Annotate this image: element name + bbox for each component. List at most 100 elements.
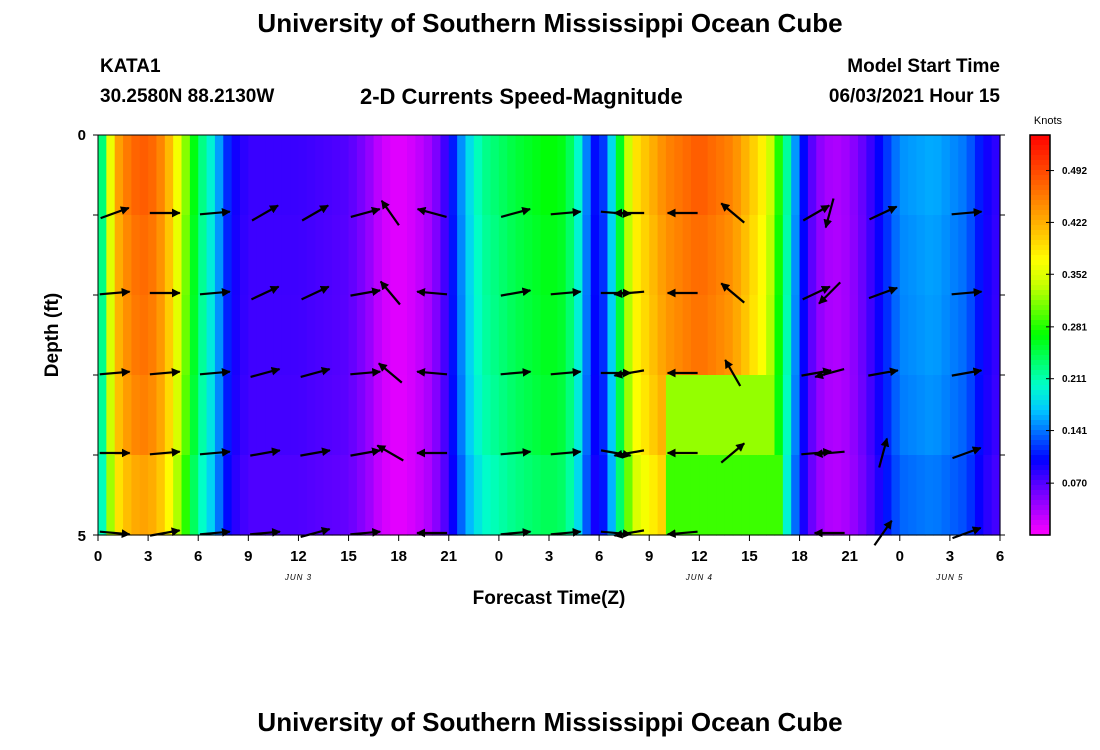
heatmap-cell [908,455,918,536]
heatmap-cell [899,455,909,536]
current-vector [868,286,898,300]
heatmap-cell [498,295,508,376]
heatmap-cell [565,295,575,376]
heatmap-cell [874,215,884,296]
heatmap-cell [557,135,567,216]
heatmap-cell [565,455,575,536]
date-label: JUN 4 [685,573,713,582]
heatmap-cell [924,455,934,536]
heatmap-cell [390,295,400,376]
heatmap-cell [381,455,391,536]
station-id: KATA1 [100,56,161,77]
heatmap-cell [858,215,867,296]
heatmap-cell [766,455,776,536]
heatmap-cell [707,375,717,456]
heatmap-cell [899,295,909,376]
heatmap-cell [574,215,584,296]
current-vector [613,289,645,299]
heatmap-cell [549,455,558,536]
heatmap-cell [507,295,517,376]
heatmap-cell [256,135,266,216]
x-tick-label: 3 [545,548,553,565]
heatmap-cell [206,215,216,296]
heatmap-cell [340,295,350,376]
heatmap-cell [590,295,600,376]
colorbar-tick-label: 0.422 [1062,218,1087,229]
current-vector [350,447,381,457]
heatmap-cell [824,135,834,216]
heatmap-cell [164,295,174,376]
heatmap-cell [582,295,592,376]
heatmap-cell [340,455,350,536]
heatmap-cell [98,375,107,456]
heatmap-cell [599,135,609,216]
heatmap-cell [657,375,667,456]
colorbar-segment [1030,365,1050,371]
heatmap-cell [741,135,751,216]
heatmap-cell [248,375,258,456]
current-vector [199,207,231,217]
current-vector [951,367,983,377]
heatmap-cell [490,215,500,296]
heatmap-cell [223,375,233,456]
current-vector [416,206,447,218]
x-tick-label: 6 [595,548,603,565]
date-label: JUN 3 [284,573,312,582]
colorbar-segment [1030,200,1050,206]
heatmap-cell [173,375,183,456]
heatmap-cell [281,135,291,216]
date-labels: JUN 3 JUN 4 JUN 5 [284,573,963,582]
heatmap-cell [423,135,433,216]
colorbar-segment [1030,195,1050,201]
heatmap-cell [983,375,993,456]
heatmap-cell [665,375,675,456]
heatmap-cell [123,135,133,216]
heatmap-cell [148,135,158,216]
heatmap-cell [883,135,893,216]
heatmap-cell [816,375,826,456]
current-vector [350,206,381,218]
heatmap-cell [273,215,283,296]
current-vector [951,207,983,217]
colorbar-tick-label: 0.281 [1062,322,1087,333]
heatmap-cell [340,215,350,296]
heatmap-cell [407,215,416,296]
current-vector [500,367,532,377]
heatmap-cell [390,215,400,296]
heatmap-cell [181,215,191,296]
heatmap-cell [331,375,341,456]
heatmap-cell [749,135,759,216]
x-tick-label: 0 [495,548,503,565]
heatmap-cell [891,455,901,536]
heatmap-cell [532,295,542,376]
colorbar-segment [1030,460,1050,466]
heatmap-cell [782,295,792,376]
heatmap-cell [457,455,467,536]
heatmap-cell [574,375,584,456]
current-vector [720,202,745,224]
heatmap-cell [515,295,525,376]
current-vector [99,367,131,377]
heatmap-cell [582,135,592,216]
heatmap-cell [899,215,909,296]
heatmap-cell [849,295,859,376]
heatmap-cell [574,295,584,376]
heatmap-cell [381,135,391,216]
current-vector [199,287,231,297]
heatmap-cell [507,215,517,296]
colorbar-segment [1030,515,1050,521]
heatmap-cells [98,135,1001,536]
heatmap-cell [766,135,776,216]
heatmap-cell [98,135,107,216]
heatmap-cell [741,215,751,296]
current-vector [666,529,698,539]
heatmap-cell [624,455,634,536]
heatmap-cell [423,455,433,536]
heatmap-cell [507,135,517,216]
heatmap-cell [874,375,884,456]
heatmap-cell [457,135,467,216]
colorbar-segment [1030,260,1050,266]
colorbar-segment [1030,185,1050,191]
heatmap-cell [231,295,241,376]
colorbar-segment [1030,270,1050,276]
